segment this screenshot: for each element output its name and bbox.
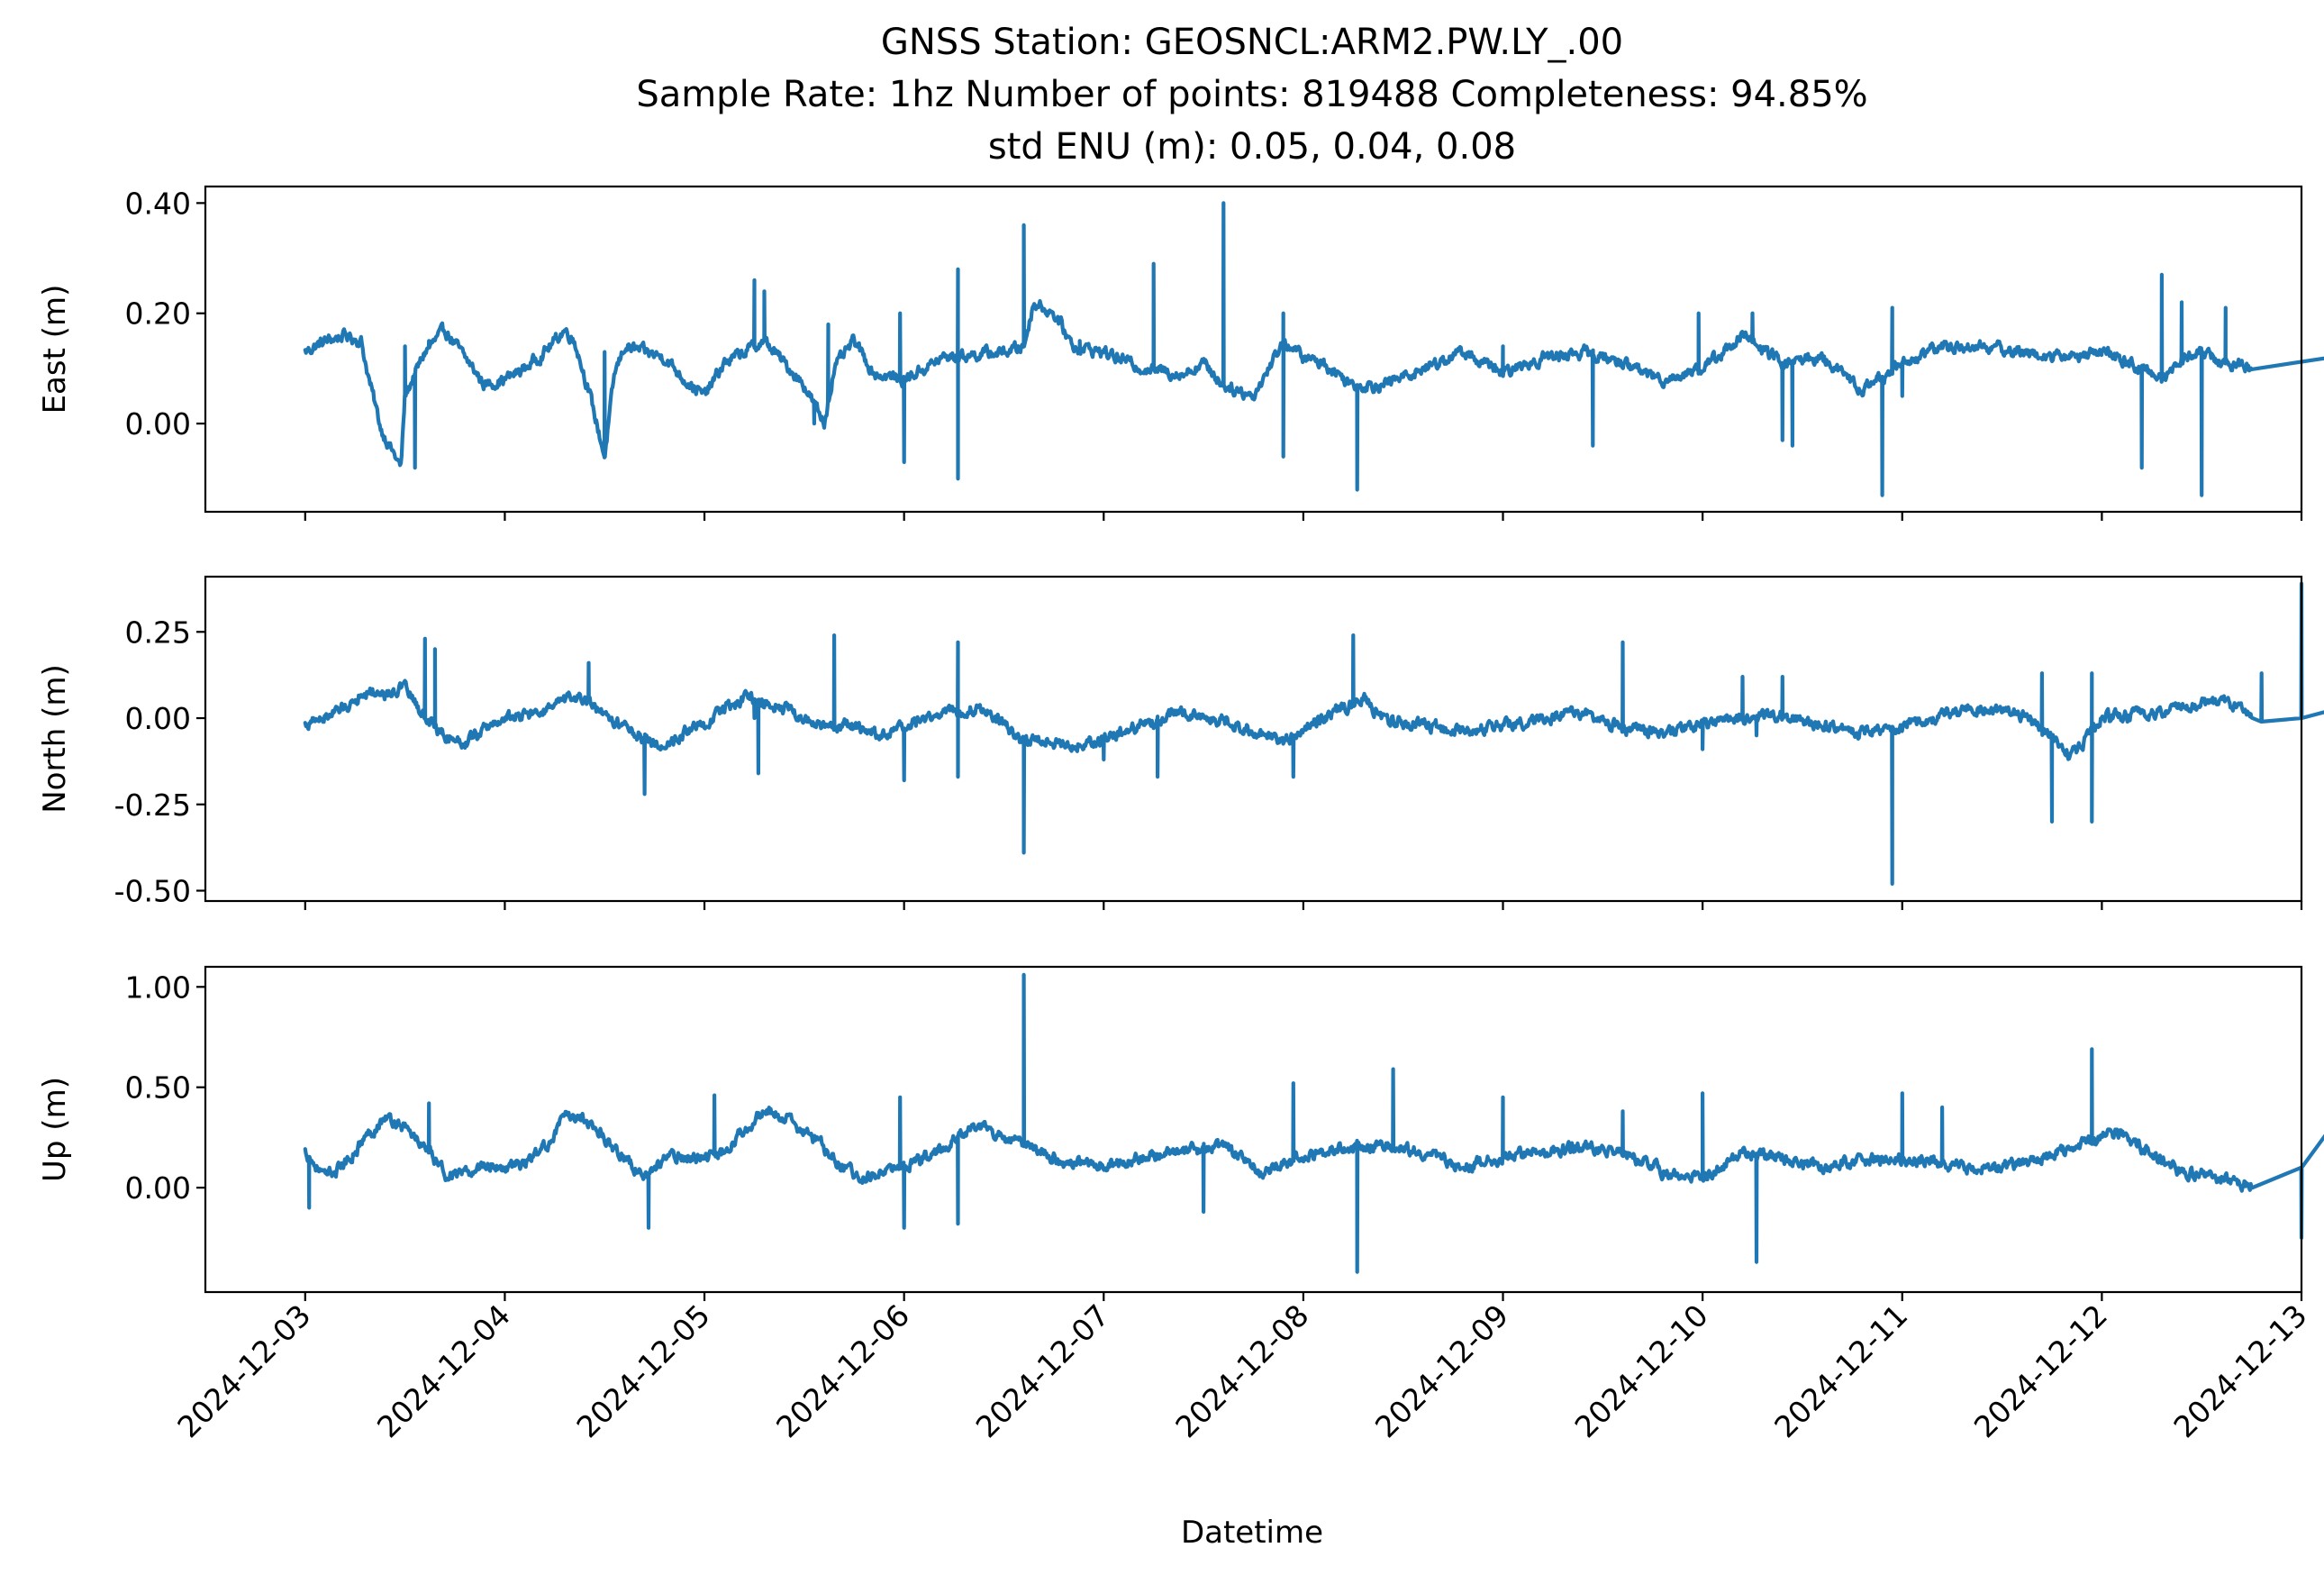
x-tick-label: 2024-12-12 xyxy=(1967,1297,2114,1444)
east-series-line xyxy=(303,201,2324,497)
x-tick-label: 2024-12-10 xyxy=(1568,1297,1715,1444)
panels: 0.40 0.20 0.00 East (m) 0.25 0.00 -0.25 -0.50 No… xyxy=(37,185,2324,1301)
up-y-tick-label: 0.00 xyxy=(125,1170,191,1206)
north-y-tick-label: -0.50 xyxy=(114,874,191,909)
east-y-tick-label: 0.40 xyxy=(125,186,191,221)
panel-north: 0.25 0.00 -0.25 -0.50 North (m) xyxy=(37,575,2324,910)
x-tick-label: 2024-12-11 xyxy=(1767,1297,1914,1444)
x-tick-label: 2024-12-05 xyxy=(570,1297,717,1444)
north-y-tick-label: -0.25 xyxy=(114,788,191,823)
north-y-tick-label: 0.00 xyxy=(125,701,191,736)
east-axes-frame xyxy=(204,185,2303,514)
up-y-tick-label: 0.50 xyxy=(125,1070,191,1106)
x-tick-label: 2024-12-13 xyxy=(2166,1297,2313,1444)
up-axes-frame xyxy=(204,965,2303,1294)
x-axis: 2024-12-03 2024-12-04 2024-12-05 2024-12-06… xyxy=(170,1297,2313,1444)
north-series-line xyxy=(303,581,2324,886)
up-series-line xyxy=(303,972,2324,1274)
north-y-axis-label: North (m) xyxy=(37,664,73,814)
x-tick-label: 2024-12-07 xyxy=(969,1297,1116,1444)
panel-east: 0.40 0.20 0.00 East (m) xyxy=(37,185,2324,521)
x-tick-label: 2024-12-04 xyxy=(370,1297,517,1444)
title-line-2: Sample Rate: 1hz Number of points: 81948… xyxy=(636,74,1867,115)
up-y-tick-label: 1.00 xyxy=(125,970,191,1005)
x-axis-label: Datetime xyxy=(1181,1515,1323,1551)
east-y-tick-label: 0.00 xyxy=(125,406,191,442)
x-tick-label: 2024-12-03 xyxy=(170,1297,317,1444)
title-line-1: GNSS Station: GEOSNCL:ARM2.PW.LY_.00 xyxy=(881,22,1623,63)
panel-up: 1.00 0.50 0.00 Up (m) xyxy=(37,965,2324,1301)
x-tick-label: 2024-12-06 xyxy=(769,1297,916,1444)
north-axes-frame xyxy=(204,575,2303,903)
x-tick-label: 2024-12-09 xyxy=(1368,1297,1515,1444)
up-y-axis-label: Up (m) xyxy=(37,1077,73,1182)
title-line-3: std ENU (m): 0.05, 0.04, 0.08 xyxy=(988,126,1516,168)
chart-title: GNSS Station: GEOSNCL:ARM2.PW.LY_.00 Sam… xyxy=(636,22,1867,168)
x-tick-label: 2024-12-08 xyxy=(1168,1297,1315,1444)
east-y-tick-label: 0.20 xyxy=(125,296,191,332)
north-y-tick-label: 0.25 xyxy=(125,615,191,650)
east-y-axis-label: East (m) xyxy=(37,285,73,414)
